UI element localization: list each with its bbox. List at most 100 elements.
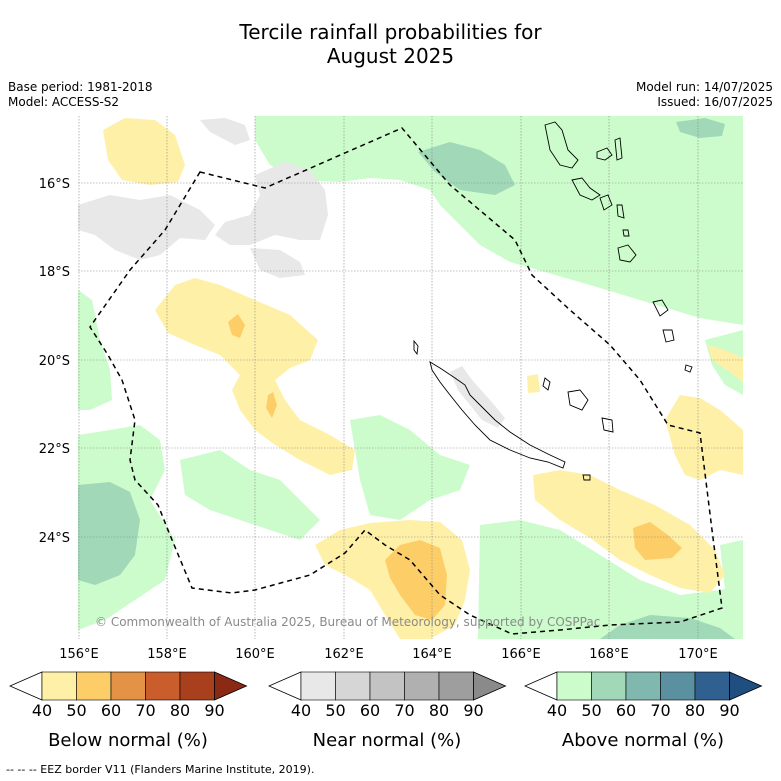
colorbar-tick-label: 40 (547, 701, 567, 720)
rainfall-map: © Commonwealth of Australia 2025, Bureau… (39, 116, 743, 662)
colorbar-segment (369, 671, 405, 701)
lat-label: 16°S (39, 177, 70, 192)
near-normal-region-northwest (78, 195, 215, 260)
colorbar-below-normal: 40 50 60 70 80 90 (9, 671, 248, 720)
colorbar-segment (335, 671, 371, 701)
below-normal-region-small (527, 374, 540, 393)
colorbar-segment (625, 671, 661, 701)
below-normal-region-east-upper (708, 345, 743, 382)
lon-label: 156°E (59, 647, 99, 662)
near-normal-region-new-caledonia (450, 366, 505, 428)
map-title: Tercile rainfall probabilities for Augus… (0, 20, 781, 68)
colorbar-segment (145, 671, 181, 701)
below-normal-region-north (103, 118, 185, 185)
above-normal-region-southeast (720, 540, 743, 600)
colorbar-title-below-normal: Below normal (%) (48, 730, 208, 751)
colorbar-title-near-normal: Near normal (%) (312, 730, 462, 751)
above-normal-region-south (478, 520, 743, 639)
eez-border (89, 127, 723, 635)
colorbar-tick-label: 90 (204, 701, 224, 720)
gridlines (78, 116, 743, 639)
colorbar-above-normal: 40 50 60 70 80 90 (524, 671, 763, 720)
above-normal-region-central (180, 450, 320, 540)
above-normal-region-west (78, 290, 112, 410)
colorbar-segment (110, 671, 146, 701)
lon-label: 166°E (501, 647, 541, 662)
model-run: Model run: 14/07/2025 (635, 80, 773, 94)
longitude-labels: 156°E 158°E 160°E 162°E 164°E 166°E 168°… (59, 647, 718, 662)
colorbar-tick-label: 80 (429, 701, 449, 720)
colorbar-segment (556, 671, 592, 701)
colorbar-tick-label: 80 (170, 701, 190, 720)
lon-label: 160°E (235, 647, 275, 662)
colorbar-segment (438, 671, 474, 701)
vanuatu-north-3 (614, 137, 623, 161)
below-normal-region-east (665, 395, 743, 480)
above-normal-region-northeast (255, 116, 743, 325)
title-line-1: Tercile rainfall probabilities for (239, 20, 542, 44)
colorbar-tick-label: 50 (325, 701, 345, 720)
lon-label: 158°E (147, 647, 187, 662)
vanuatu-central-4 (622, 229, 630, 237)
base-period: Base period: 1981-2018 (8, 80, 153, 94)
colorbar-tick-label: 90 (463, 701, 483, 720)
colorbar-segment (694, 671, 730, 701)
vanuatu-central-3 (616, 204, 625, 219)
colorbar-near-normal: 40 50 60 70 80 90 (268, 671, 507, 720)
vanuatu-central-2 (599, 194, 613, 211)
near-normal-region-central (250, 248, 305, 278)
above-normal-50-region-south (600, 615, 735, 639)
colorbar-segment (660, 671, 696, 701)
colorbar-tick-label: 40 (32, 701, 52, 720)
title-line-2: August 2025 (326, 44, 455, 68)
loyalty-islands-3 (601, 417, 614, 433)
colorbar-extend-low (9, 671, 43, 701)
colorbar-extend-low (524, 671, 558, 701)
loyalty-islands-2 (567, 389, 589, 411)
lat-label: 18°S (39, 265, 70, 280)
colorbar-extend-high (214, 671, 248, 701)
below-normal-50-region-central-lower (266, 392, 277, 418)
colorbar-extend-high (729, 671, 763, 701)
below-normal-50-region-central (228, 314, 245, 338)
copyright-notice: © Commonwealth of Australia 2025, Bureau… (95, 615, 600, 629)
lon-label: 164°E (412, 647, 452, 662)
vanuatu-south-1 (617, 244, 637, 263)
map-fill-layer: © Commonwealth of Australia 2025, Bureau… (78, 116, 743, 639)
vanuatu-central-1 (571, 177, 601, 201)
colorbar-segment (179, 671, 215, 701)
near-normal-region-central-north (215, 162, 328, 245)
vanuatu-south-2 (652, 299, 669, 317)
colorbar-tick-label: 60 (101, 701, 121, 720)
colorbar-segment (404, 671, 440, 701)
above-normal-region-south-central (350, 415, 470, 520)
colorbar-tick-label: 70 (135, 701, 155, 720)
below-normal-region-southeast (533, 470, 725, 593)
colorbar-extend-low (268, 671, 302, 701)
lon-label: 168°E (589, 647, 629, 662)
colorbar-tick-label: 50 (581, 701, 601, 720)
colorbar-tick-label: 80 (685, 701, 705, 720)
colorbar-tick-label: 90 (719, 701, 739, 720)
model-name: Model: ACCESS-S2 (8, 95, 120, 109)
colorbar-title-above-normal: Above normal (%) (561, 730, 725, 751)
vanuatu-north-2 (596, 147, 613, 161)
vanuatu-south-4 (684, 364, 693, 373)
below-normal-50-region-southeast (633, 522, 682, 560)
issued-date: Issued: 16/07/2025 (657, 95, 773, 109)
new-caledonia-outline (429, 361, 566, 469)
below-normal-region-central (155, 278, 355, 475)
vanuatu-north-1 (544, 121, 579, 169)
lat-label: 20°S (39, 354, 70, 369)
loyalty-islands-1 (542, 377, 551, 391)
metadata-left: Base period: 1981-2018 Model: ACCESS-S2 (8, 80, 153, 110)
lat-label: 24°S (39, 531, 70, 546)
colorbar-tick-label: 60 (360, 701, 380, 720)
lon-label: 170°E (678, 647, 718, 662)
colorbar-tick-label: 70 (650, 701, 670, 720)
lat-label: 22°S (39, 442, 70, 457)
eez-footnote: -- -- -- EEZ border V11 (Flanders Marine… (6, 763, 315, 776)
colorbar-tick-label: 60 (616, 701, 636, 720)
above-normal-50-region-southwest (78, 482, 140, 585)
above-normal-50-region-northeast (676, 118, 725, 138)
